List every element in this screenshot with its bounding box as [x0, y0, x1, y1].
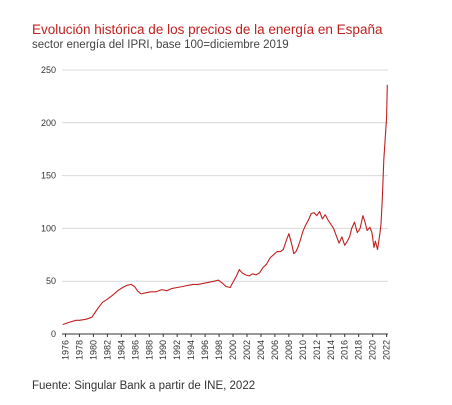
x-tick-label: 2000: [228, 340, 238, 360]
x-tick-label: 1992: [172, 340, 182, 360]
x-tick-label: 1984: [116, 340, 126, 360]
y-tick-label: 50: [46, 276, 56, 286]
y-axis: 0 50 100 150 200 250: [41, 65, 56, 339]
series: [62, 84, 388, 326]
x-tick-label: 1988: [144, 340, 154, 360]
x-tick-label: 1998: [214, 340, 224, 360]
x-tick-label: 2002: [242, 340, 252, 360]
x-tick-label: 2022: [382, 340, 392, 360]
x-tick-label: 1980: [88, 340, 98, 360]
x-tick-label: 1986: [130, 340, 140, 360]
series-line: [62, 84, 388, 326]
source-note: Fuente: Singular Bank a partir de INE, 2…: [32, 380, 256, 392]
x-tick-label: 2008: [284, 340, 294, 360]
y-tick-label: 150: [41, 171, 56, 181]
x-axis: 1976 1978 1980 1982 1984 1986 1988 1990 1992 1994…: [60, 333, 392, 360]
x-tick-label: 2014: [326, 340, 336, 360]
y-tick-label: 200: [41, 118, 56, 128]
x-tick-label: 2006: [270, 340, 280, 360]
x-tick-label: 2010: [298, 340, 308, 360]
x-tick-label: 1990: [158, 340, 168, 360]
x-tick-label: 1978: [74, 340, 84, 360]
x-tick-label: 2020: [368, 340, 378, 360]
y-tick-label: 0: [51, 329, 56, 339]
x-tick-label: 1994: [186, 340, 196, 360]
y-tick-label: 100: [41, 223, 56, 233]
chart-subtitle: sector energía del IPRI, base 100=diciem…: [32, 39, 289, 51]
y-tick-label: 250: [41, 65, 56, 75]
x-tick-label: 2012: [312, 340, 322, 360]
x-tick-label: 1976: [60, 340, 70, 360]
x-tick-label: 1982: [102, 340, 112, 360]
x-tick-label: 2016: [340, 340, 350, 360]
x-tick-label: 1996: [200, 340, 210, 360]
x-tick-label: 2004: [256, 340, 266, 360]
chart-title: Evolución histórica de los precios de la…: [32, 22, 383, 37]
x-tick-label: 2018: [354, 340, 364, 360]
gridlines: [62, 69, 388, 282]
